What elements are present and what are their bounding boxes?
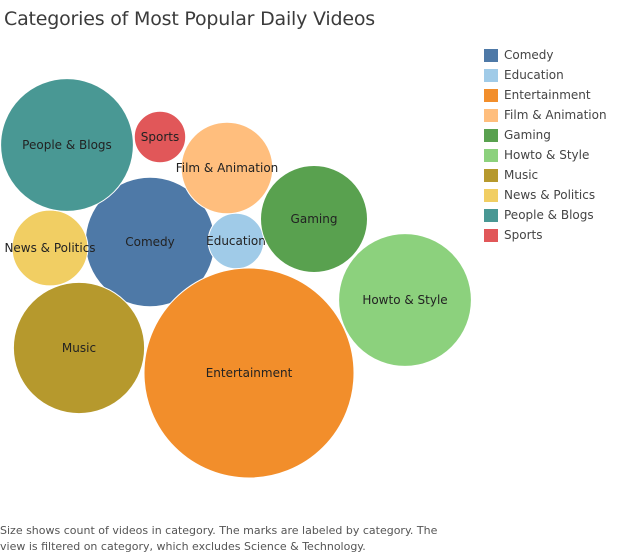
- legend: Comedy Education Entertainment Film & Anima…: [484, 45, 607, 245]
- bubble-circle-music[interactable]: [12, 281, 146, 415]
- bubble-circle-howto-and-style[interactable]: [338, 233, 472, 367]
- bubble-label-people-and-blogs: People & Blogs: [22, 138, 112, 152]
- legend-label: Music: [504, 168, 539, 182]
- bubble-circle-entertainment[interactable]: [143, 267, 355, 479]
- legend-swatch: [484, 68, 498, 82]
- bubble-circle-film-and-animation[interactable]: [180, 121, 274, 215]
- bubble-howto-and-style[interactable]: Howto & Style: [338, 233, 472, 367]
- bubble-entertainment[interactable]: Entertainment: [143, 267, 355, 479]
- legend-item-film-and-animation[interactable]: Film & Animation: [484, 105, 607, 125]
- bubble-news-and-politics[interactable]: News & Politics: [4, 209, 96, 287]
- legend-swatch: [484, 48, 498, 62]
- legend-swatch: [484, 188, 498, 202]
- legend-swatch: [484, 168, 498, 182]
- legend-item-howto-and-style[interactable]: Howto & Style: [484, 145, 607, 165]
- caption-line-1: Size shows count of videos in category. …: [0, 524, 438, 537]
- legend-label: Film & Animation: [504, 108, 607, 122]
- bubble-circle-gaming[interactable]: [260, 165, 368, 273]
- bubble-education[interactable]: Education: [206, 212, 266, 270]
- bubble-people-and-blogs[interactable]: People & Blogs: [0, 78, 134, 212]
- legend-item-gaming[interactable]: Gaming: [484, 125, 607, 145]
- legend-label: Gaming: [504, 128, 551, 142]
- bubble-label-howto-and-style: Howto & Style: [362, 293, 447, 307]
- legend-label: Education: [504, 68, 564, 82]
- bubble-label-music: Music: [62, 341, 96, 355]
- bubble-label-comedy: Comedy: [125, 235, 175, 249]
- legend-label: Howto & Style: [504, 148, 590, 162]
- legend-item-news-and-politics[interactable]: News & Politics: [484, 185, 607, 205]
- legend-label: Comedy: [504, 48, 554, 62]
- chart-caption: Size shows count of videos in category. …: [0, 523, 460, 555]
- legend-swatch: [484, 88, 498, 102]
- bubble-label-gaming: Gaming: [291, 212, 338, 226]
- bubble-label-entertainment: Entertainment: [206, 366, 293, 380]
- legend-label: Sports: [504, 228, 543, 242]
- caption-line-2: view is filtered on category, which excl…: [0, 540, 366, 553]
- bubble-sports[interactable]: Sports: [133, 110, 187, 164]
- bubble-circle-sports[interactable]: [133, 110, 187, 164]
- bubble-comedy[interactable]: Comedy: [84, 176, 216, 308]
- bubble-circle-news-and-politics[interactable]: [11, 209, 89, 287]
- legend-label: Entertainment: [504, 88, 591, 102]
- legend-item-education[interactable]: Education: [484, 65, 607, 85]
- bubble-label-news-and-politics: News & Politics: [4, 241, 95, 255]
- legend-swatch: [484, 148, 498, 162]
- bubble-chart: Comedy Education Entertainment Film & Anima…: [0, 78, 472, 479]
- legend-item-entertainment[interactable]: Entertainment: [484, 85, 607, 105]
- bubble-music[interactable]: Music: [12, 281, 146, 415]
- legend-item-music[interactable]: Music: [484, 165, 607, 185]
- legend-item-people-and-blogs[interactable]: People & Blogs: [484, 205, 607, 225]
- chart-title: Categories of Most Popular Daily Videos: [4, 8, 375, 30]
- bubble-film-and-animation[interactable]: Film & Animation: [176, 121, 279, 215]
- legend-item-comedy[interactable]: Comedy: [484, 45, 607, 65]
- legend-label: People & Blogs: [504, 208, 594, 222]
- legend-item-sports[interactable]: Sports: [484, 225, 607, 245]
- bubble-label-film-and-animation: Film & Animation: [176, 161, 279, 175]
- legend-swatch: [484, 128, 498, 142]
- legend-swatch: [484, 108, 498, 122]
- bubble-gaming[interactable]: Gaming: [260, 165, 368, 273]
- legend-swatch: [484, 228, 498, 242]
- bubble-label-sports: Sports: [141, 130, 179, 144]
- legend-label: News & Politics: [504, 188, 596, 202]
- legend-swatch: [484, 208, 498, 222]
- bubble-circle-people-and-blogs[interactable]: [0, 78, 134, 212]
- bubble-label-education: Education: [206, 234, 266, 248]
